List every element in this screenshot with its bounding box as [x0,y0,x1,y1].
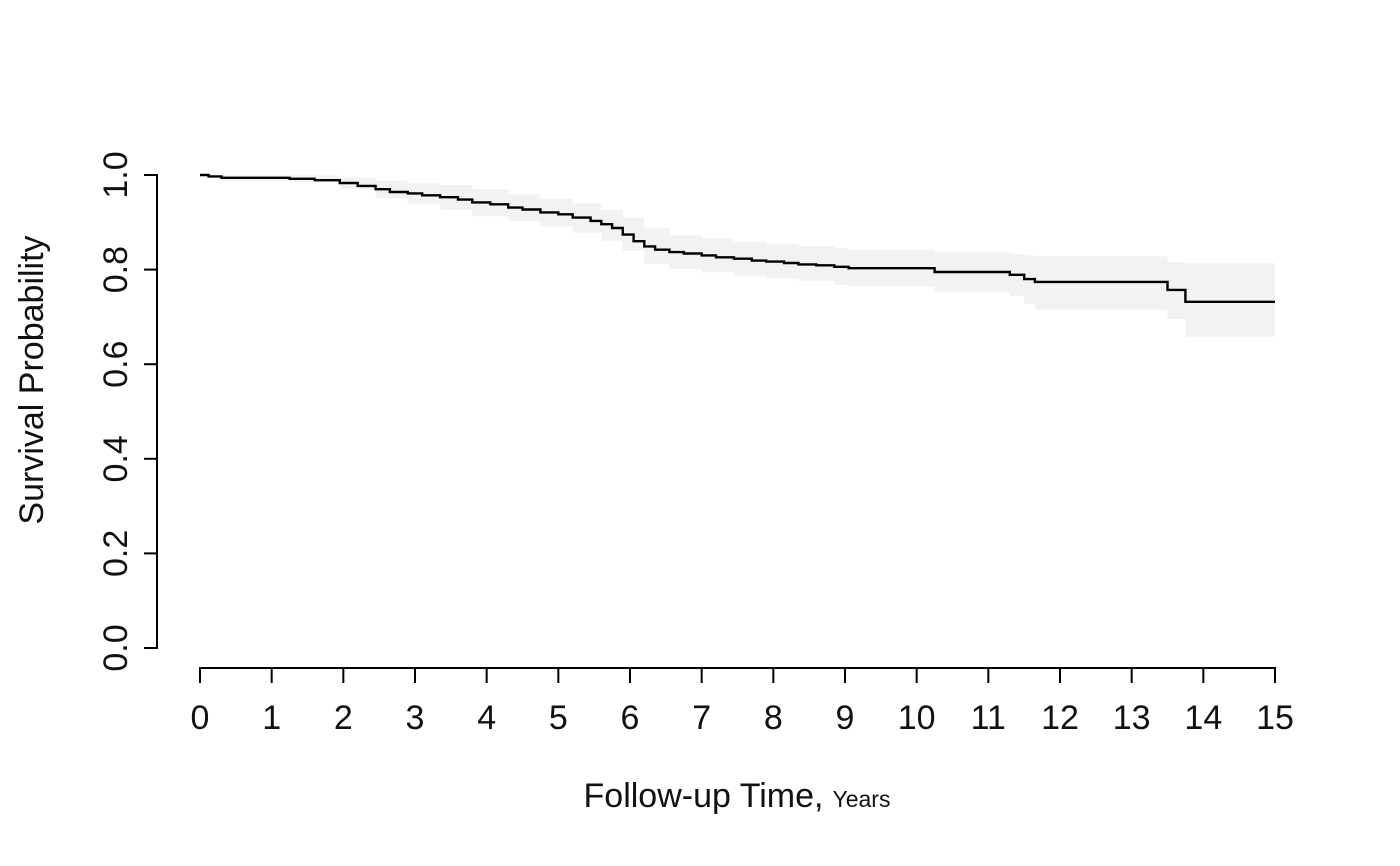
x-tick-label: 3 [406,699,425,737]
x-tick-label: 6 [621,699,640,737]
x-tick-label: 9 [836,699,855,737]
km-curve-layer [200,173,1275,303]
x-tick-label: 5 [549,699,568,737]
x-tick-label: 1 [262,699,281,737]
x-tick-label: 15 [1256,699,1294,737]
confidence-band-layer [200,175,1275,337]
y-axis-title: Survival Probability [13,235,51,524]
x-axis-title: Follow-up Time, Years [584,777,891,815]
axes-layer: 0.00.20.40.60.81.00 1 2 3 4 5 6 7 8 9 10 11 12 13 14 15 [97,151,1294,737]
confidence-band-area [200,175,1275,337]
x-tick-label: 2 [334,699,353,737]
y-tick-label: 0.4 [97,435,135,482]
y-tick-label: 0.8 [97,246,135,293]
x-tick-label: 13 [1113,699,1151,737]
x-tick-label: 7 [692,699,711,737]
x-tick-label: 8 [764,699,783,737]
x-tick-label: 0 [191,699,210,737]
x-axis-title-main: Follow-up Time, [584,777,824,815]
x-axis-title-unit: Years [832,786,890,812]
x-tick-label: 11 [971,699,1006,737]
x-tick-label: 12 [1041,699,1079,737]
y-tick-label: 1.0 [97,151,135,198]
x-tick-label: 10 [898,699,936,737]
x-tick-label: 14 [1184,699,1222,737]
km-step-line [200,173,1275,303]
y-tick-label: 0.6 [97,341,135,388]
x-tick-label: 4 [477,699,496,737]
y-tick-label: 0.0 [97,624,135,671]
y-tick-label: 0.2 [97,530,135,577]
